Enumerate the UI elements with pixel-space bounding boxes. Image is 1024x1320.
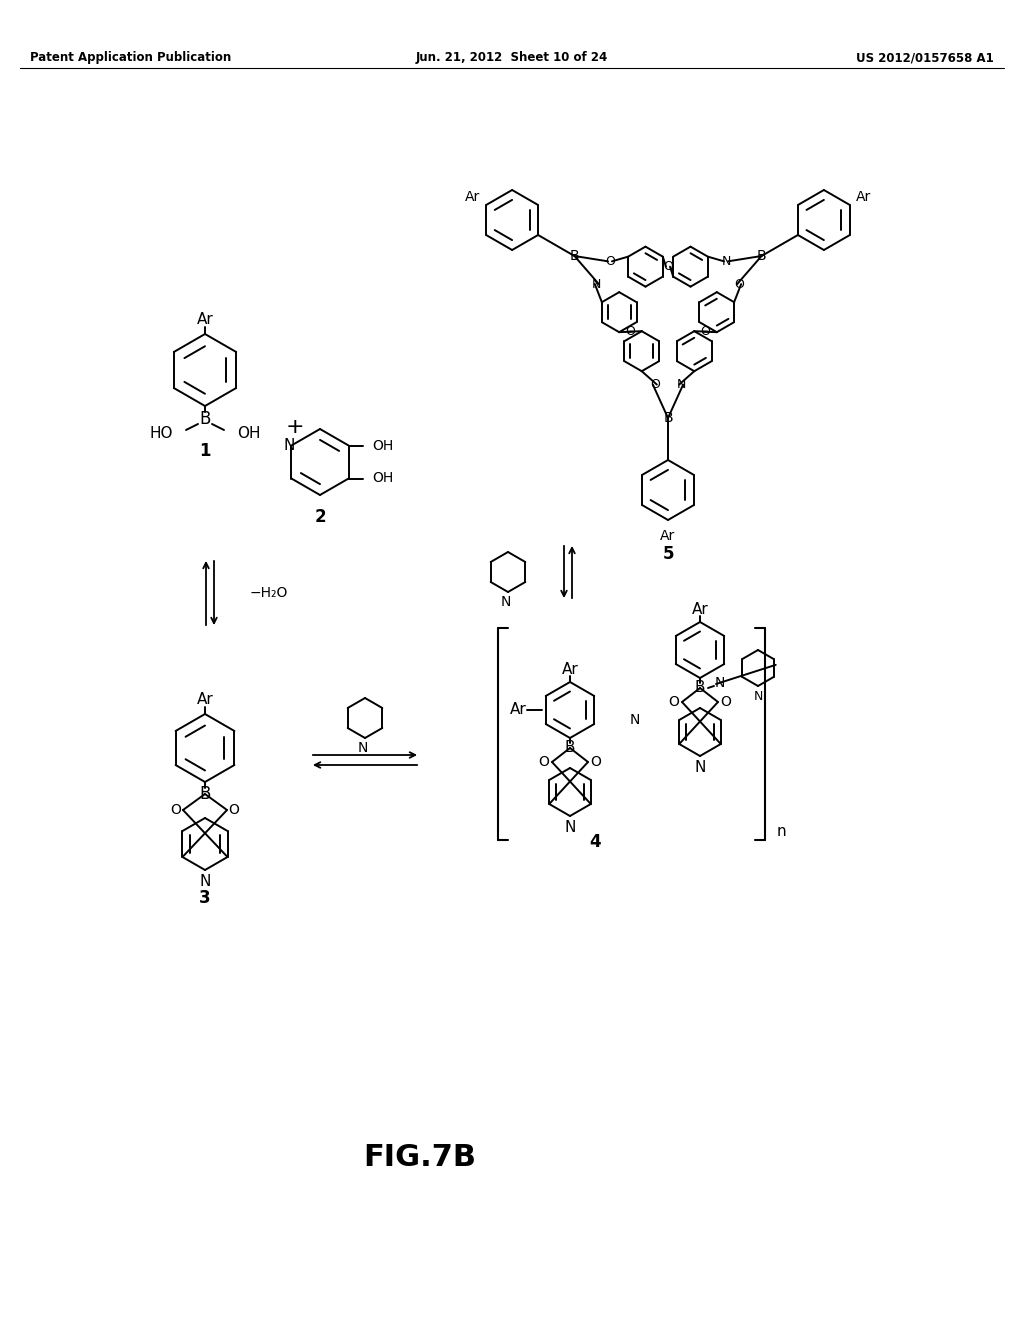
Text: O: O <box>664 260 673 273</box>
Text: Ar: Ar <box>197 693 213 708</box>
Text: 2: 2 <box>314 508 326 525</box>
Text: B: B <box>694 681 706 696</box>
Text: O: O <box>228 803 240 817</box>
Text: N: N <box>592 277 601 290</box>
Text: N: N <box>284 438 295 453</box>
Text: N: N <box>200 874 211 890</box>
Text: O: O <box>734 277 744 290</box>
Text: O: O <box>669 696 680 709</box>
Text: B: B <box>200 411 211 428</box>
Text: N: N <box>357 741 369 755</box>
Text: Ar: Ar <box>465 190 480 205</box>
Text: 3: 3 <box>200 888 211 907</box>
Text: O: O <box>626 325 636 338</box>
Text: N: N <box>754 689 763 702</box>
Text: 5: 5 <box>663 545 674 564</box>
Text: +: + <box>286 417 304 437</box>
Text: Ar: Ar <box>691 602 709 618</box>
Text: OH: OH <box>237 426 260 441</box>
Text: B: B <box>200 785 211 803</box>
Text: US 2012/0157658 A1: US 2012/0157658 A1 <box>856 51 994 65</box>
Text: O: O <box>591 755 601 770</box>
Text: O: O <box>539 755 550 770</box>
Text: N: N <box>564 821 575 836</box>
Text: O: O <box>605 255 614 268</box>
Text: N: N <box>721 255 731 268</box>
Text: Ar: Ar <box>197 313 213 327</box>
Text: O: O <box>700 325 711 338</box>
Text: Ar: Ar <box>510 702 526 718</box>
Text: N: N <box>715 676 725 690</box>
Text: B: B <box>569 249 580 263</box>
Text: N: N <box>694 760 706 776</box>
Text: n: n <box>776 825 785 840</box>
Text: N: N <box>630 713 640 727</box>
Text: −H₂O: −H₂O <box>250 586 289 601</box>
Text: Ar: Ar <box>561 663 579 677</box>
Text: N: N <box>677 378 686 391</box>
Text: B: B <box>757 249 766 263</box>
Text: FIG.7B: FIG.7B <box>364 1143 476 1172</box>
Text: Ar: Ar <box>660 529 676 543</box>
Text: O: O <box>650 378 659 391</box>
Text: B: B <box>565 741 575 755</box>
Text: N: N <box>501 595 511 609</box>
Text: HO: HO <box>150 426 173 441</box>
Text: O: O <box>171 803 181 817</box>
Text: 1: 1 <box>200 442 211 459</box>
Text: B: B <box>664 411 673 425</box>
Text: OH: OH <box>373 471 394 486</box>
Text: O: O <box>721 696 731 709</box>
Text: Patent Application Publication: Patent Application Publication <box>30 51 231 65</box>
Text: Ar: Ar <box>856 190 871 205</box>
Text: 4: 4 <box>589 833 601 851</box>
Text: OH: OH <box>373 438 394 453</box>
Text: Jun. 21, 2012  Sheet 10 of 24: Jun. 21, 2012 Sheet 10 of 24 <box>416 51 608 65</box>
